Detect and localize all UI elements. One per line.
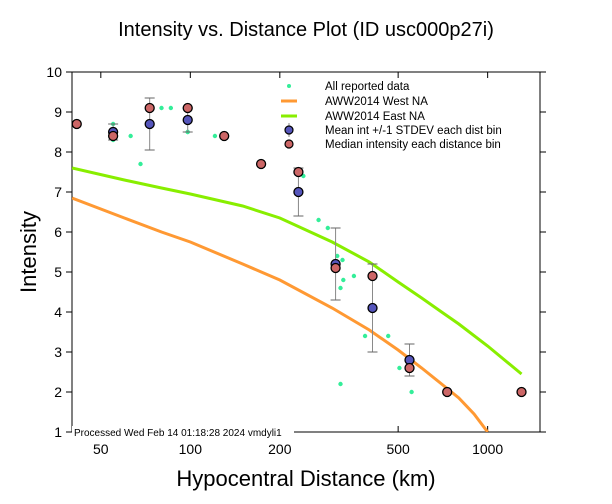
reported-data-point [316,217,321,223]
y-axis-label: Intensity [16,211,41,293]
reported-data-point [138,161,143,167]
median-bin-point [442,386,453,398]
chart-title: Intensity vs. Distance Plot (ID usc000p2… [118,19,494,41]
y-tick-label: 10 [46,64,62,80]
y-tick-label: 8 [54,144,62,160]
legend-label: AWW2014 West NA [325,96,428,108]
footer-bg [72,426,294,438]
y-tick-label: 6 [54,224,62,240]
reported-data-point [212,133,218,139]
median-bin-point [255,158,267,170]
x-tick-label: 1000 [472,441,503,457]
curve-aww2014-west-na [72,196,489,432]
x-tick-label: 50 [93,441,109,457]
reported-data-point [409,389,414,395]
reported-data-point [325,225,331,231]
legend-swatch-median [284,139,294,149]
x-tick-label: 500 [386,441,410,457]
x-tick-label: 100 [179,441,203,457]
reported-data-point [335,253,340,259]
y-tick-label: 1 [54,424,62,440]
mean-bin-point [182,114,193,126]
reported-data-point [362,333,368,339]
x-tick-label: 200 [268,441,292,457]
legend-swatch-mean [284,125,294,135]
median-bin-point [219,130,230,142]
y-tick-label: 7 [54,184,62,200]
legend-label: Median intensity each distance bin [325,139,501,151]
mean-bin-point [144,118,155,130]
reported-data-point [338,285,343,291]
reported-data-point [159,105,164,111]
reported-data-point [340,257,345,263]
legend-swatch-dot [287,84,291,88]
reported-data-point [341,277,346,283]
y-tick-label: 9 [54,104,62,120]
median-bin-point [404,362,415,374]
reported-data-point [168,105,174,111]
plot-frame [71,71,541,433]
reported-data-point [338,381,343,387]
reported-data-point [397,365,402,371]
median-bin-point [516,386,527,398]
mean-bin-point [367,302,378,314]
y-tick-label: 4 [54,304,62,320]
y-tick-label: 3 [54,344,62,360]
processed-footer: Processed Wed Feb 14 01:18:28 2024 vmdyl… [74,428,282,439]
median-bin-point [182,102,193,114]
legend-label: Mean int +/-1 STDEV each dist bin [325,125,502,137]
x-axis-label: Hypocentral Distance (km) [176,466,435,491]
y-tick-label: 2 [54,384,62,400]
reported-data-point [386,333,391,339]
median-bin-point [330,262,341,274]
median-bin-point [144,102,155,114]
median-bin-point [367,270,378,282]
median-bin-point [71,118,82,130]
median-bin-point [293,166,304,178]
legend-label: All reported data [325,81,410,93]
mean-bin-point [293,186,304,198]
median-bin-point [107,130,119,142]
legend-label: AWW2014 East NA [325,111,425,123]
curve-aww2014-east-na [72,166,523,376]
y-tick-label: 5 [54,264,62,280]
reported-data-point [351,273,357,279]
reported-data-point [128,133,133,139]
